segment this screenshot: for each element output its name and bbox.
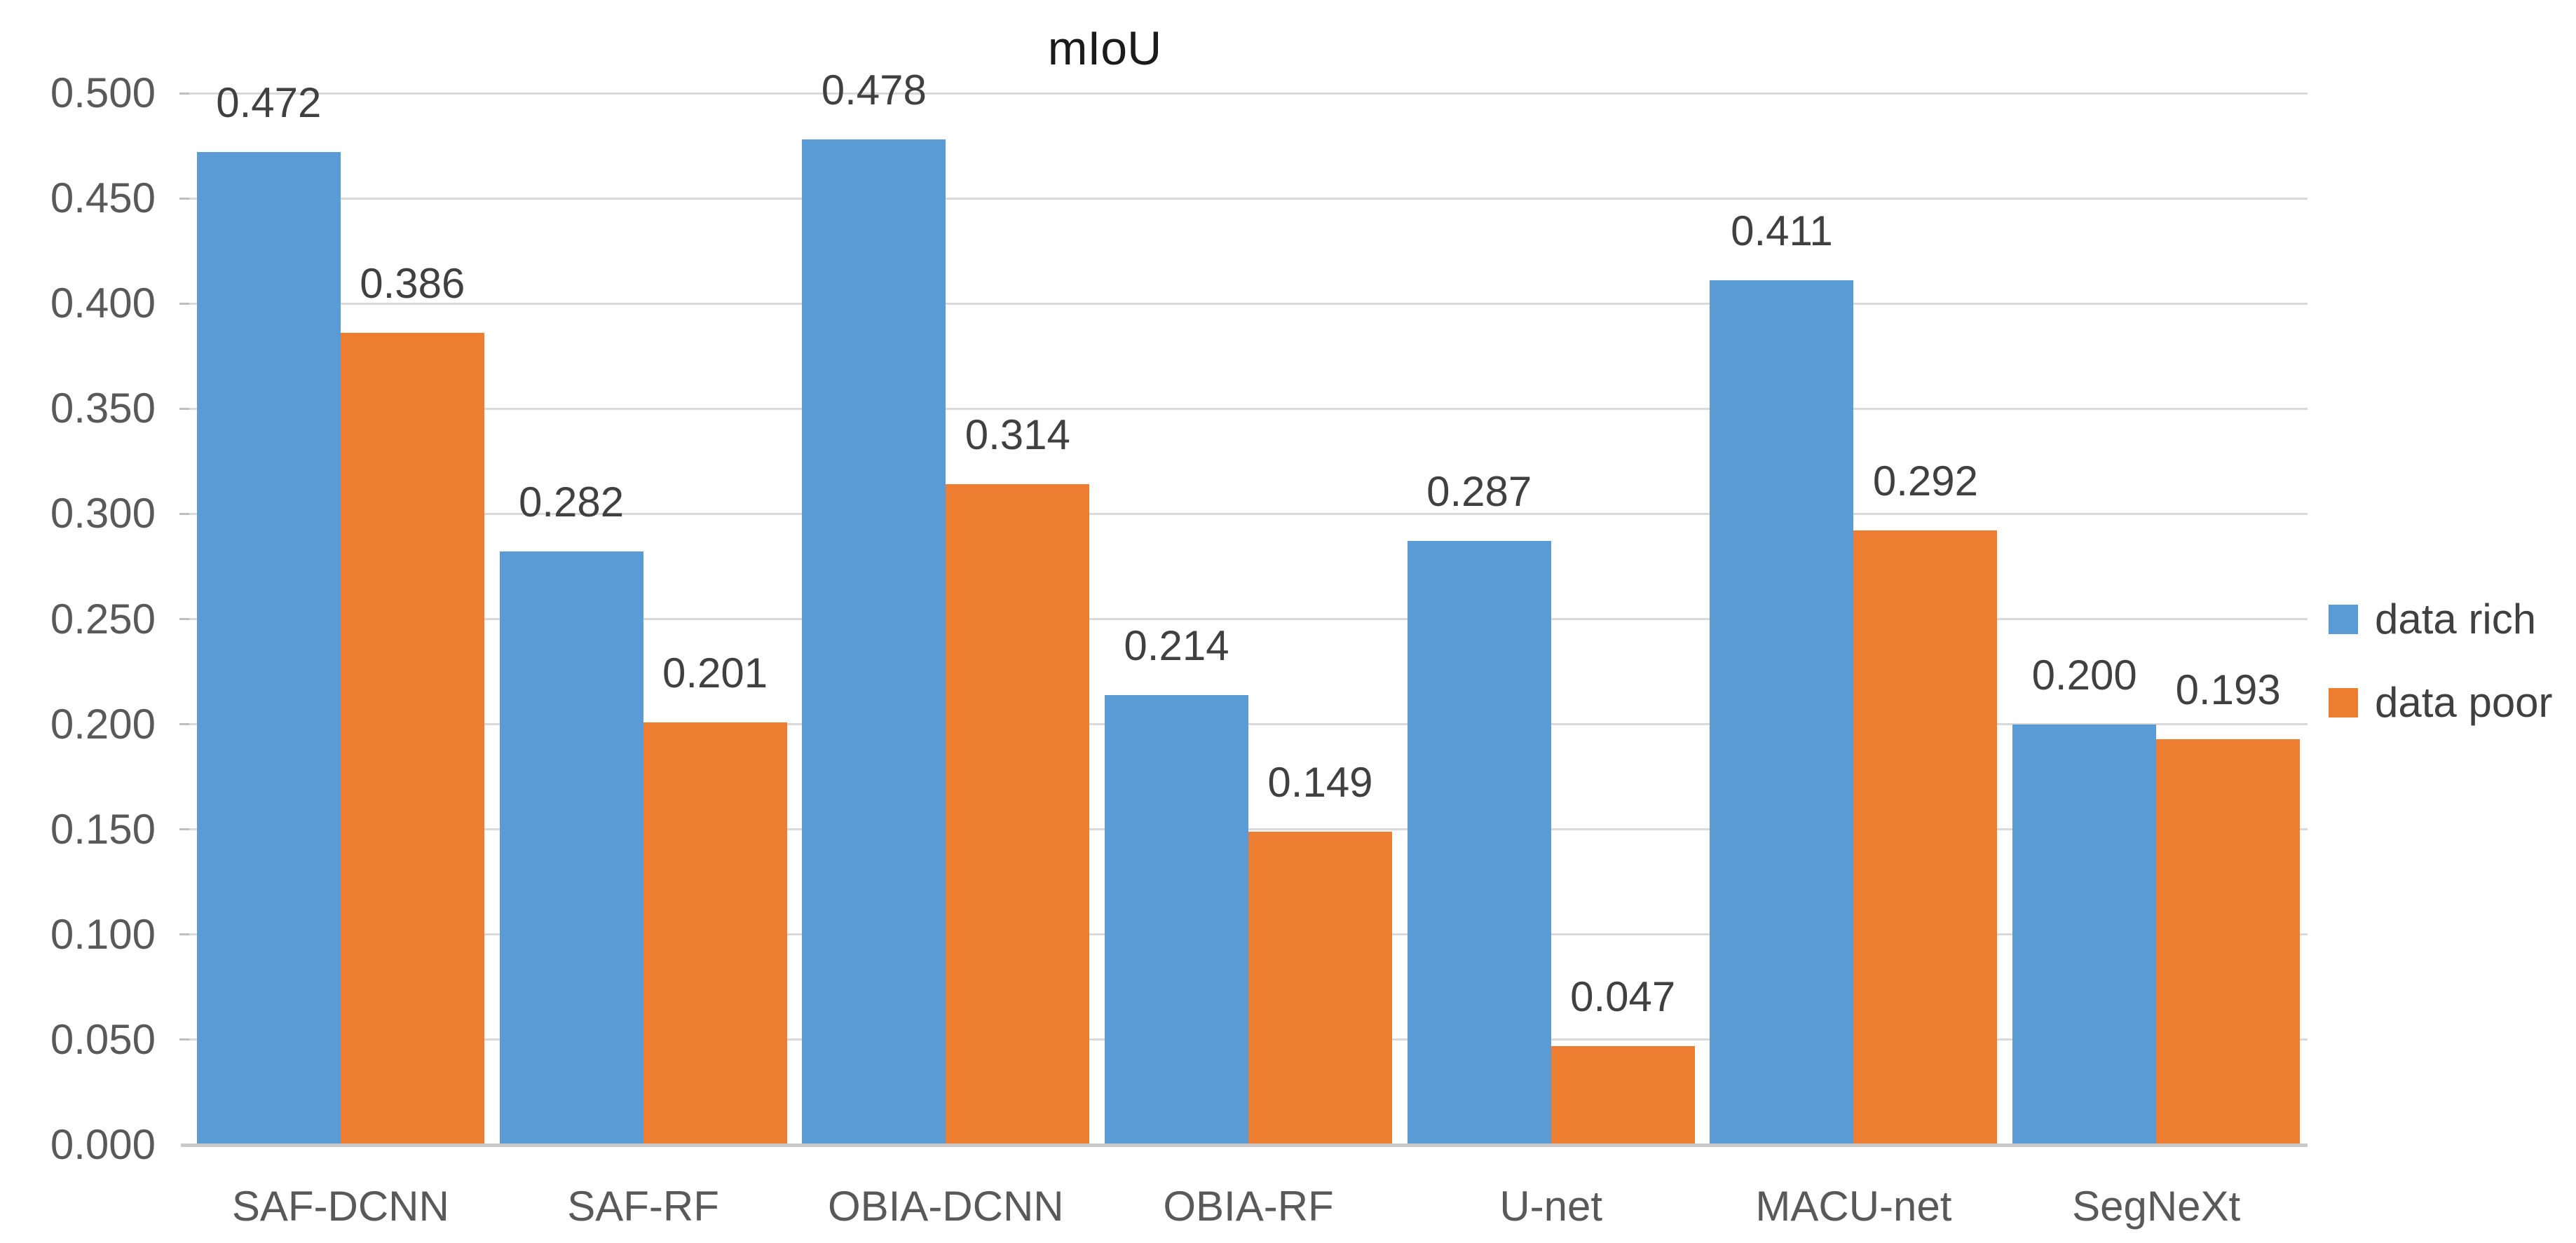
y-tick-label: 0.050 — [50, 1015, 156, 1063]
y-tick-label: 0.250 — [50, 595, 156, 643]
y-tick-label: 0.400 — [50, 280, 156, 327]
y-tick-label: 0.300 — [50, 490, 156, 537]
data-label: 0.411 — [1731, 207, 1833, 255]
legend: data rich data poor — [2329, 598, 2553, 765]
gridline — [188, 197, 2308, 200]
legend-swatch-data-poor — [2329, 688, 2358, 717]
y-tick-label: 0.000 — [50, 1121, 156, 1168]
gridline — [188, 407, 2308, 410]
data-label: 0.201 — [662, 649, 768, 696]
y-tick-label: 0.200 — [50, 700, 156, 748]
y-axis-tick — [179, 1038, 189, 1041]
x-category-label-OBIA-DCNN: OBIA-DCNN — [827, 1183, 1064, 1230]
y-axis-tick — [179, 407, 189, 410]
bar-data-poor-OBIA-DCNN — [946, 484, 1090, 1144]
bar-data-rich-SegNeXt — [2012, 724, 2157, 1144]
y-tick-label: 0.100 — [50, 910, 156, 958]
x-category-label-SegNeXt: SegNeXt — [2072, 1183, 2241, 1230]
y-axis-tick — [179, 618, 189, 620]
data-label: 0.478 — [821, 67, 927, 114]
gridline — [188, 92, 2308, 95]
bar-data-poor-SAF-DCNN — [340, 333, 484, 1144]
y-axis-tick — [179, 933, 189, 936]
y-axis-tick — [179, 828, 189, 831]
bar-data-poor-MACU-net — [1853, 530, 1998, 1144]
bar-data-rich-SAF-RF — [499, 551, 643, 1144]
bar-data-rich-MACU-net — [1710, 280, 1854, 1144]
y-tick-label: 0.500 — [50, 69, 156, 116]
data-label: 0.287 — [1426, 468, 1532, 516]
x-category-label-SAF-RF: SAF-RF — [567, 1183, 719, 1230]
gridline — [188, 512, 2308, 515]
legend-item-data-rich: data rich — [2329, 598, 2553, 640]
legend-swatch-data-rich — [2329, 605, 2358, 634]
x-category-label-SAF-DCNN: SAF-DCNN — [231, 1183, 449, 1230]
bar-data-rich-OBIA-RF — [1105, 694, 1248, 1144]
data-label: 0.149 — [1267, 758, 1373, 806]
y-tick-label: 0.450 — [50, 174, 156, 222]
x-axis-line — [181, 1144, 2308, 1147]
data-label: 0.193 — [2175, 666, 2281, 713]
legend-label-data-poor: data poor — [2375, 679, 2553, 726]
bar-data-rich-SAF-DCNN — [196, 152, 341, 1144]
data-label: 0.200 — [2031, 651, 2137, 699]
bar-data-poor-SegNeXt — [2156, 739, 2301, 1144]
data-label: 0.282 — [518, 479, 625, 526]
y-axis-tick — [179, 723, 189, 726]
data-label: 0.214 — [1124, 622, 1229, 669]
y-tick-label: 0.350 — [50, 385, 156, 432]
data-label: 0.314 — [965, 411, 1070, 459]
bar-data-poor-OBIA-RF — [1248, 831, 1392, 1144]
bar-data-poor-U-net — [1551, 1045, 1695, 1144]
data-label: 0.047 — [1570, 973, 1676, 1020]
bar-data-rich-OBIA-DCNN — [802, 139, 946, 1144]
bar-data-poor-SAF-RF — [643, 722, 787, 1144]
y-axis-tick — [179, 512, 189, 515]
legend-label-data-rich: data rich — [2375, 596, 2537, 643]
legend-item-data-poor: data poor — [2329, 682, 2553, 724]
gridline — [188, 302, 2308, 305]
y-tick-label: 0.150 — [50, 805, 156, 853]
y-axis-tick — [179, 302, 189, 305]
data-label: 0.292 — [1872, 458, 1978, 505]
x-category-label-OBIA-RF: OBIA-RF — [1163, 1183, 1334, 1230]
y-axis-tick — [179, 92, 189, 95]
chart-title: mIoU — [1047, 22, 1162, 75]
y-axis-tick — [179, 197, 189, 200]
x-category-label-U-net: U-net — [1499, 1183, 1603, 1230]
x-category-label-MACU-net: MACU-net — [1755, 1183, 1952, 1230]
data-label: 0.472 — [216, 79, 322, 127]
bar-data-rich-U-net — [1407, 541, 1551, 1144]
data-label: 0.386 — [360, 260, 465, 308]
gridline — [188, 618, 2308, 620]
